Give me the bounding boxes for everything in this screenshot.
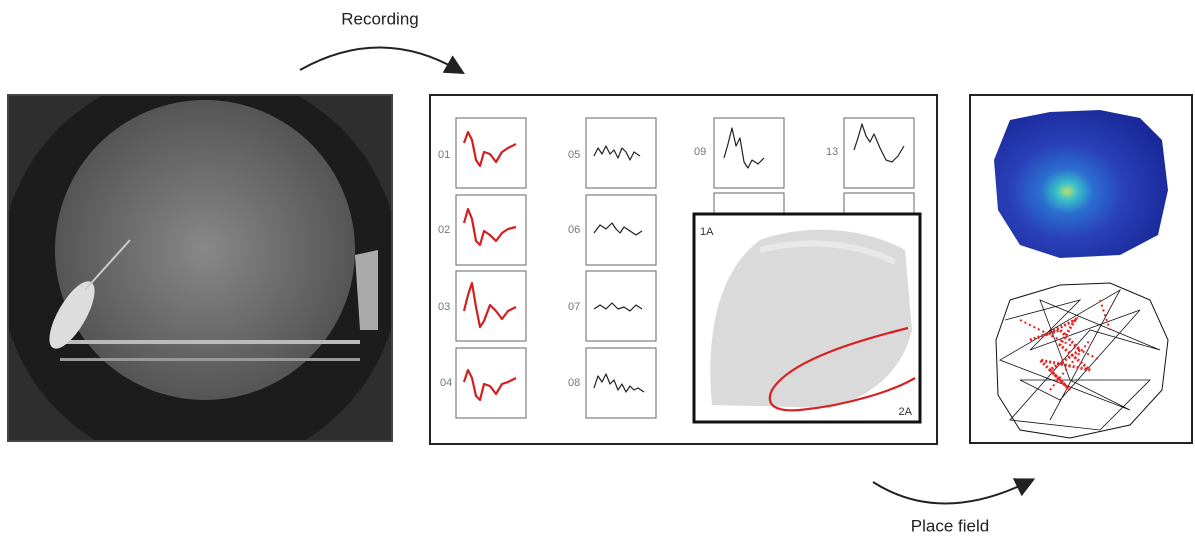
axis-label: 1A bbox=[700, 226, 714, 238]
arrow bbox=[300, 48, 458, 71]
channel-label: 09 bbox=[694, 146, 706, 158]
arrow bbox=[873, 482, 1028, 504]
waveform-box bbox=[844, 193, 914, 213]
channel-label: 05 bbox=[568, 149, 580, 161]
arrow-label: Recording bbox=[341, 9, 419, 28]
waveform-box bbox=[456, 118, 526, 188]
waveform-box bbox=[714, 193, 784, 213]
channel-label: 08 bbox=[568, 377, 580, 389]
waveform-box bbox=[586, 271, 656, 341]
channel-label: 06 bbox=[568, 224, 580, 236]
figure: Recording Place field 01 02 03 04 05 06 … bbox=[0, 0, 1195, 546]
waveform-box bbox=[586, 348, 656, 418]
waveform-box bbox=[714, 118, 784, 188]
arena-photo bbox=[0, 70, 400, 470]
channel-label: 13 bbox=[826, 146, 838, 158]
channel-label: 07 bbox=[568, 301, 580, 313]
waveform-box bbox=[456, 348, 526, 418]
arrow-label: Place field bbox=[911, 516, 989, 535]
rate-map bbox=[994, 110, 1168, 258]
channel-label: 03 bbox=[438, 301, 450, 313]
waveform-box bbox=[456, 195, 526, 265]
channel-label: 01 bbox=[438, 149, 450, 161]
cluster-plot: 1A 2A bbox=[694, 214, 920, 422]
axis-label: 2A bbox=[899, 406, 913, 418]
waveform-box bbox=[586, 118, 656, 188]
waveform-box bbox=[844, 118, 914, 188]
channel-label: 02 bbox=[438, 224, 450, 236]
channel-label: 04 bbox=[440, 377, 452, 389]
